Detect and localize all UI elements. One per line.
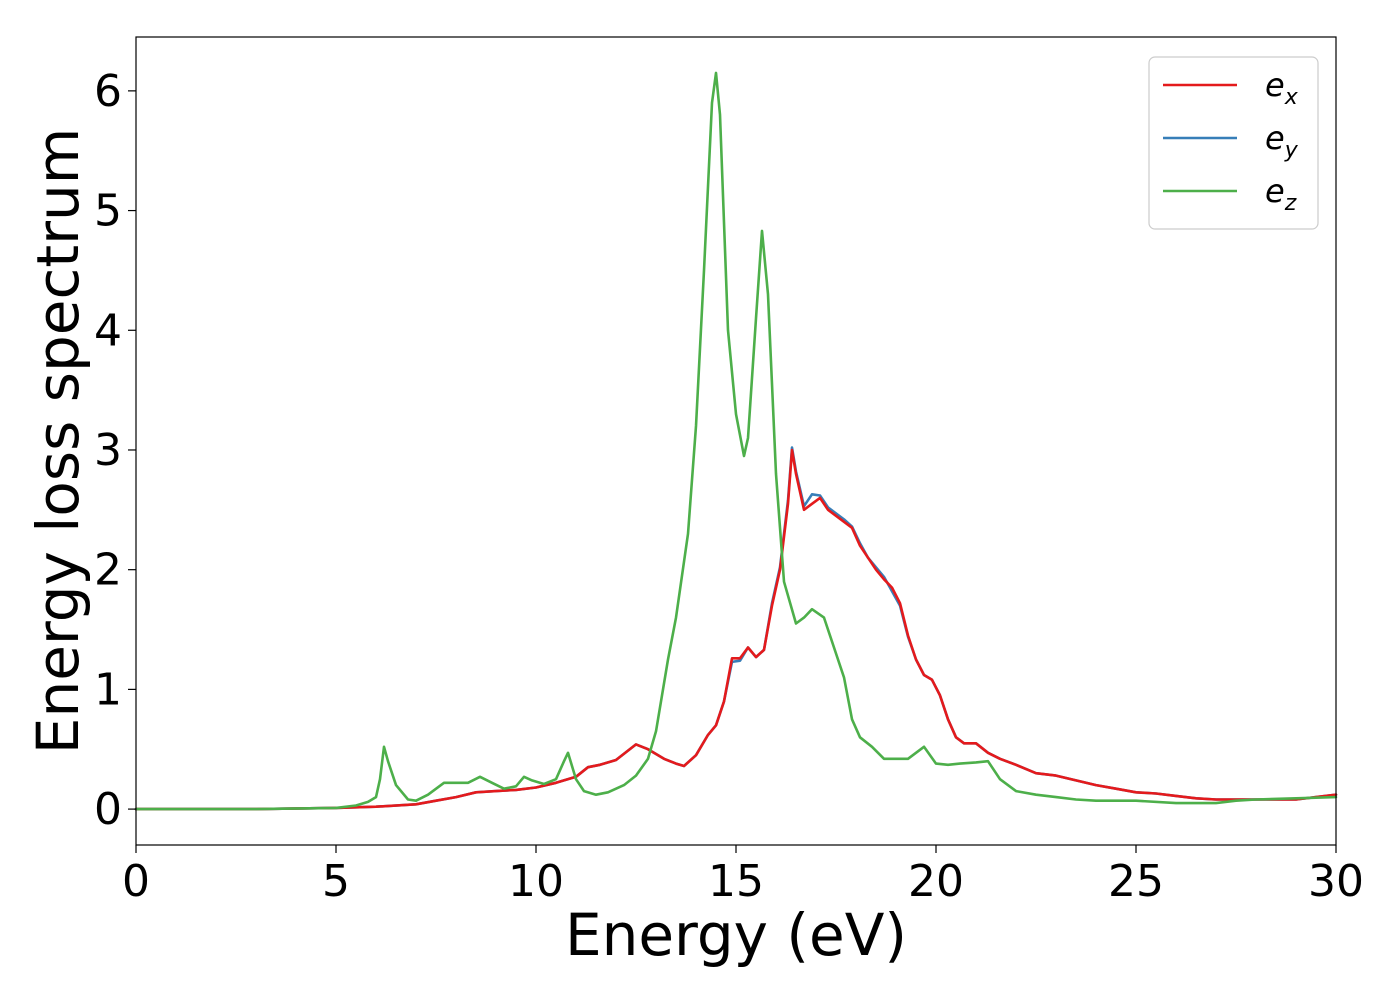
x-tick-label: 30 (1308, 856, 1364, 907)
x-tick-label: 25 (1108, 856, 1164, 907)
y-tick-label: 4 (94, 305, 122, 356)
x-tick-label: 5 (322, 856, 350, 907)
y-axis: 0 1 2 3 4 5 6 (94, 66, 136, 835)
x-axis: 0 5 10 15 20 25 30 (122, 845, 1364, 907)
x-tick-label: 20 (908, 856, 964, 907)
x-tick-label: 0 (122, 856, 150, 907)
y-tick-label: 2 (94, 545, 122, 596)
x-tick-label: 15 (708, 856, 764, 907)
x-tick-label: 10 (508, 856, 564, 907)
x-axis-title: Energy (eV) (565, 901, 907, 969)
series-layer (134, 71, 1338, 811)
series-line-e-z (134, 71, 1338, 811)
y-tick-label: 3 (94, 425, 122, 476)
y-tick-label: 5 (94, 186, 122, 237)
y-tick-label: 0 (94, 784, 122, 835)
series-line-e-x (134, 448, 1338, 811)
y-axis-title: Energy loss spectrum (24, 128, 92, 754)
plot-area (136, 37, 1336, 845)
legend-box (1148, 56, 1319, 230)
y-tick-label: 6 (94, 66, 122, 117)
y-tick-label: 1 (94, 664, 122, 715)
